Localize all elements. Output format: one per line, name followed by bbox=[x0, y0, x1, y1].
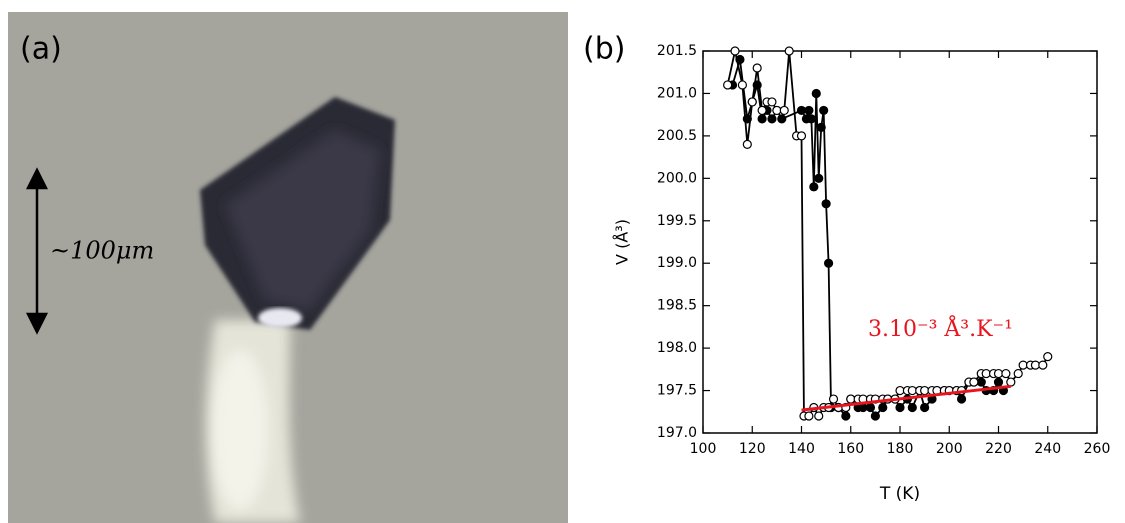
y-axis-label: V (Å³) bbox=[613, 219, 632, 265]
data-point bbox=[821, 199, 831, 209]
data-point bbox=[816, 122, 826, 133]
data-point bbox=[752, 63, 762, 73]
x-tick-label: 180 bbox=[887, 441, 914, 457]
x-tick-label: 120 bbox=[739, 441, 766, 457]
data-point bbox=[804, 411, 814, 421]
data-point bbox=[819, 105, 829, 116]
data-point bbox=[811, 88, 821, 99]
data-point bbox=[806, 114, 816, 124]
y-tick-label: 200.0 bbox=[657, 170, 697, 186]
data-point bbox=[1043, 352, 1053, 362]
x-tick-label: 160 bbox=[837, 441, 864, 457]
y-tick-label: 197.5 bbox=[657, 383, 697, 399]
data-point bbox=[779, 105, 789, 116]
x-tick-label: 260 bbox=[1084, 441, 1111, 457]
data-point bbox=[823, 258, 834, 268]
y-tick-label: 200.5 bbox=[657, 128, 697, 144]
x-tick-label: 100 bbox=[690, 441, 717, 457]
data-point bbox=[747, 97, 757, 107]
x-tick-label: 240 bbox=[1034, 441, 1061, 457]
data-point bbox=[742, 139, 752, 149]
x-tick-label: 220 bbox=[985, 441, 1012, 457]
data-point bbox=[895, 402, 905, 413]
x-tick-label: 140 bbox=[788, 441, 815, 457]
data-point bbox=[1006, 377, 1016, 387]
data-point bbox=[814, 173, 824, 183]
y-tick-label: 197.0 bbox=[657, 425, 697, 441]
annotation: 3.10⁻³ Å³.K⁻¹ bbox=[868, 314, 1013, 342]
photo: (a) ~100μm bbox=[8, 12, 568, 523]
data-point bbox=[757, 114, 767, 124]
data-point bbox=[841, 411, 851, 421]
data-point bbox=[767, 114, 777, 124]
data-point bbox=[920, 402, 930, 413]
y-tick-label: 198.0 bbox=[657, 340, 697, 356]
data-point bbox=[814, 411, 824, 421]
chart: 100 120 140 160 180 200 220 240 260 197.0 197.5 198… bbox=[613, 43, 1111, 504]
data-point bbox=[757, 105, 767, 116]
panel-label: (a) bbox=[20, 32, 62, 67]
data-point bbox=[993, 377, 1004, 387]
y-tick-label: 199.0 bbox=[657, 255, 697, 271]
panel-label: (b) bbox=[583, 32, 625, 67]
data-point bbox=[804, 105, 814, 116]
data-point bbox=[878, 402, 888, 413]
data-point bbox=[969, 377, 979, 387]
data-point bbox=[730, 46, 740, 56]
series-line bbox=[801, 384, 1011, 412]
data-point bbox=[767, 97, 777, 107]
data-point bbox=[956, 394, 967, 404]
x-tick-label: 200 bbox=[936, 441, 963, 457]
data-point bbox=[1001, 368, 1011, 379]
data-point bbox=[737, 80, 748, 90]
data-point bbox=[865, 402, 876, 413]
data-point bbox=[1013, 368, 1023, 379]
data-point bbox=[777, 114, 787, 124]
data-point bbox=[784, 46, 794, 56]
y-tick-label: 198.5 bbox=[657, 298, 697, 314]
scale-label: ~100μm bbox=[50, 237, 154, 265]
data-point bbox=[870, 411, 880, 421]
data-point bbox=[907, 402, 917, 413]
x-axis-label: T (K) bbox=[879, 484, 920, 504]
y-tick-label: 201.5 bbox=[657, 43, 697, 59]
y-tick-label: 199.5 bbox=[657, 213, 697, 229]
y-tick-label: 201.0 bbox=[657, 85, 697, 101]
data-point bbox=[809, 182, 819, 192]
data-point bbox=[796, 131, 807, 141]
data-point bbox=[828, 394, 839, 404]
data-point bbox=[1038, 360, 1048, 370]
data-point bbox=[723, 80, 733, 90]
